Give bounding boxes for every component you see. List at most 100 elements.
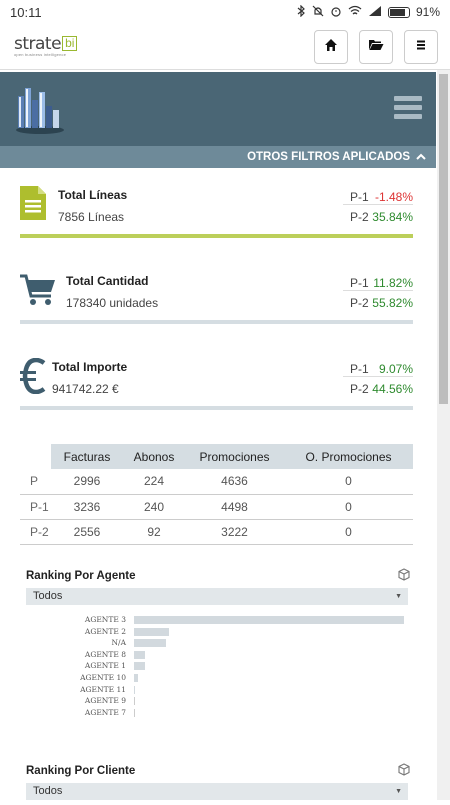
kpi-p1-value: -1.48%: [374, 190, 413, 204]
table-row: P-2 2556 92 3222 0: [20, 519, 413, 545]
home-icon: [324, 38, 338, 57]
menu-icon: [415, 38, 427, 56]
caret-down-icon: ▼: [395, 788, 402, 795]
dashboard-banner: [0, 72, 436, 146]
table-cell: 92: [123, 519, 185, 545]
row-label: P: [20, 469, 51, 495]
table-cell: 2996: [51, 469, 123, 495]
logo-bi: bi: [62, 36, 78, 51]
table-cell: 0: [284, 519, 413, 545]
kpi-p2-label: P-2: [350, 210, 369, 224]
kpi-accent-bar: [20, 234, 413, 238]
select-value: Todos: [33, 785, 63, 797]
table-cell: 0: [284, 494, 413, 520]
cube-icon[interactable]: [398, 568, 410, 586]
table-cell: 2556: [51, 519, 123, 545]
row-label: P-1: [20, 494, 51, 520]
table-row: P 2996 224 4636 0: [20, 469, 413, 495]
column-header: Promociones: [185, 444, 284, 469]
bar-label: AGENTE 8: [84, 649, 126, 659]
bar-row: AGENTE 2: [26, 626, 410, 638]
table-cell: 0: [284, 469, 413, 495]
bar: [134, 662, 145, 671]
bar-label: AGENTE 7: [84, 707, 126, 717]
app-header: strate bi open business intelligence: [0, 24, 450, 70]
ranking-cliente-panel: Ranking Por Cliente Todos ▼: [26, 763, 410, 805]
table-cell: 4636: [185, 469, 284, 495]
bar-row: AGENTE 10: [26, 672, 410, 684]
table-cell: 3222: [185, 519, 284, 545]
filters-toggle[interactable]: OTROS FILTROS APLICADOS: [0, 146, 436, 168]
kpi-p1-label: P-1: [350, 190, 369, 204]
status-bar: 10:11 91%: [0, 0, 450, 24]
kpi-accent-bar: [20, 406, 413, 410]
kpi-value: 7856 Líneas: [58, 210, 125, 224]
kpi-card-lineas: Total Líneas 7856 Líneas P-1 -1.48% P-2 …: [20, 184, 413, 240]
kpi-p1-label: P-1: [350, 276, 369, 290]
kpi-card-importe: Total Importe 941742.22 € P-1 9.07% P-2 …: [20, 356, 413, 412]
bar-label: AGENTE 9: [84, 696, 126, 706]
side-menu-icon[interactable]: [394, 96, 422, 123]
kpi-p2-value: 55.82%: [372, 296, 413, 310]
table-cell: 240: [123, 494, 185, 520]
bar-label: AGENTE 2: [84, 626, 126, 636]
menu-button[interactable]: [404, 30, 438, 64]
folder-open-icon: [368, 38, 384, 56]
logo-tagline: open business intelligence: [14, 52, 67, 57]
cube-icon[interactable]: [398, 763, 410, 781]
open-folder-button[interactable]: [359, 30, 393, 64]
table-cell: 224: [123, 469, 185, 495]
kpi-p2-label: P-2: [350, 296, 369, 310]
kpi-p2-value: 35.84%: [372, 210, 413, 224]
bar-row: N/A: [26, 637, 410, 649]
kpi-value: 941742.22 €: [52, 382, 119, 396]
cart-icon: [20, 274, 56, 311]
bar-chart-logo-icon: [14, 80, 70, 141]
euro-icon: [20, 357, 46, 399]
bar: [134, 650, 145, 659]
agente-select[interactable]: Todos ▼: [26, 588, 408, 605]
kpi-card-cantidad: Total Cantidad 178340 unidades P-1 11.82…: [20, 270, 413, 326]
app-logo[interactable]: strate bi open business intelligence: [14, 34, 78, 57]
table-cell: 4498: [185, 494, 284, 520]
bar-row: AGENTE 8: [26, 649, 410, 661]
bar: [134, 639, 167, 648]
bar: [134, 697, 135, 706]
mute-icon: [312, 5, 324, 20]
kpi-p2-label: P-2: [350, 382, 369, 396]
table-cell: 3236: [51, 494, 123, 520]
kpi-p1-value: 9.07%: [378, 362, 413, 376]
home-button[interactable]: [314, 30, 348, 64]
divider: [343, 376, 413, 377]
kpi-title: Total Importe: [52, 360, 128, 374]
wifi-icon: [348, 5, 362, 20]
bar-label: N/A: [111, 638, 126, 648]
signal-icon: [368, 5, 382, 20]
bar-row: AGENTE 11: [26, 684, 410, 696]
cliente-select[interactable]: Todos ▼: [26, 783, 408, 800]
document-icon: [20, 186, 46, 225]
bar-row: AGENTE 9: [26, 695, 410, 707]
kpi-value: 178340 unidades: [66, 296, 159, 310]
logo-name: strate: [14, 34, 62, 54]
kpi-p1-label: P-1: [350, 362, 369, 376]
bar-label: AGENTE 1: [84, 661, 126, 671]
status-icons: 91%: [296, 4, 440, 20]
row-label: P-2: [20, 519, 51, 545]
battery-percent: 91%: [415, 5, 440, 19]
kpi-p1-value: 11.82%: [373, 276, 413, 290]
ranking-title: Ranking Por Cliente: [26, 765, 136, 777]
bar: [134, 627, 170, 636]
scrollbar[interactable]: [437, 70, 450, 800]
kpi-p2-value: 44.56%: [372, 382, 413, 396]
summary-table: Facturas Abonos Promociones O. Promocion…: [20, 444, 413, 545]
table-header-row: Facturas Abonos Promociones O. Promocion…: [20, 444, 413, 469]
bar-label: AGENTE 10: [80, 673, 126, 682]
divider: [343, 290, 413, 291]
bar-row: AGENTE 7: [26, 707, 410, 719]
scrollbar-thumb[interactable]: [439, 74, 448, 404]
ranking-agente-panel: Ranking Por Agente Todos ▼ AGENTE 3 AGENT…: [26, 568, 410, 730]
bar-label: AGENTE 11: [80, 684, 126, 694]
kpi-title: Total Cantidad: [66, 274, 149, 288]
bluetooth-icon: [296, 4, 306, 20]
